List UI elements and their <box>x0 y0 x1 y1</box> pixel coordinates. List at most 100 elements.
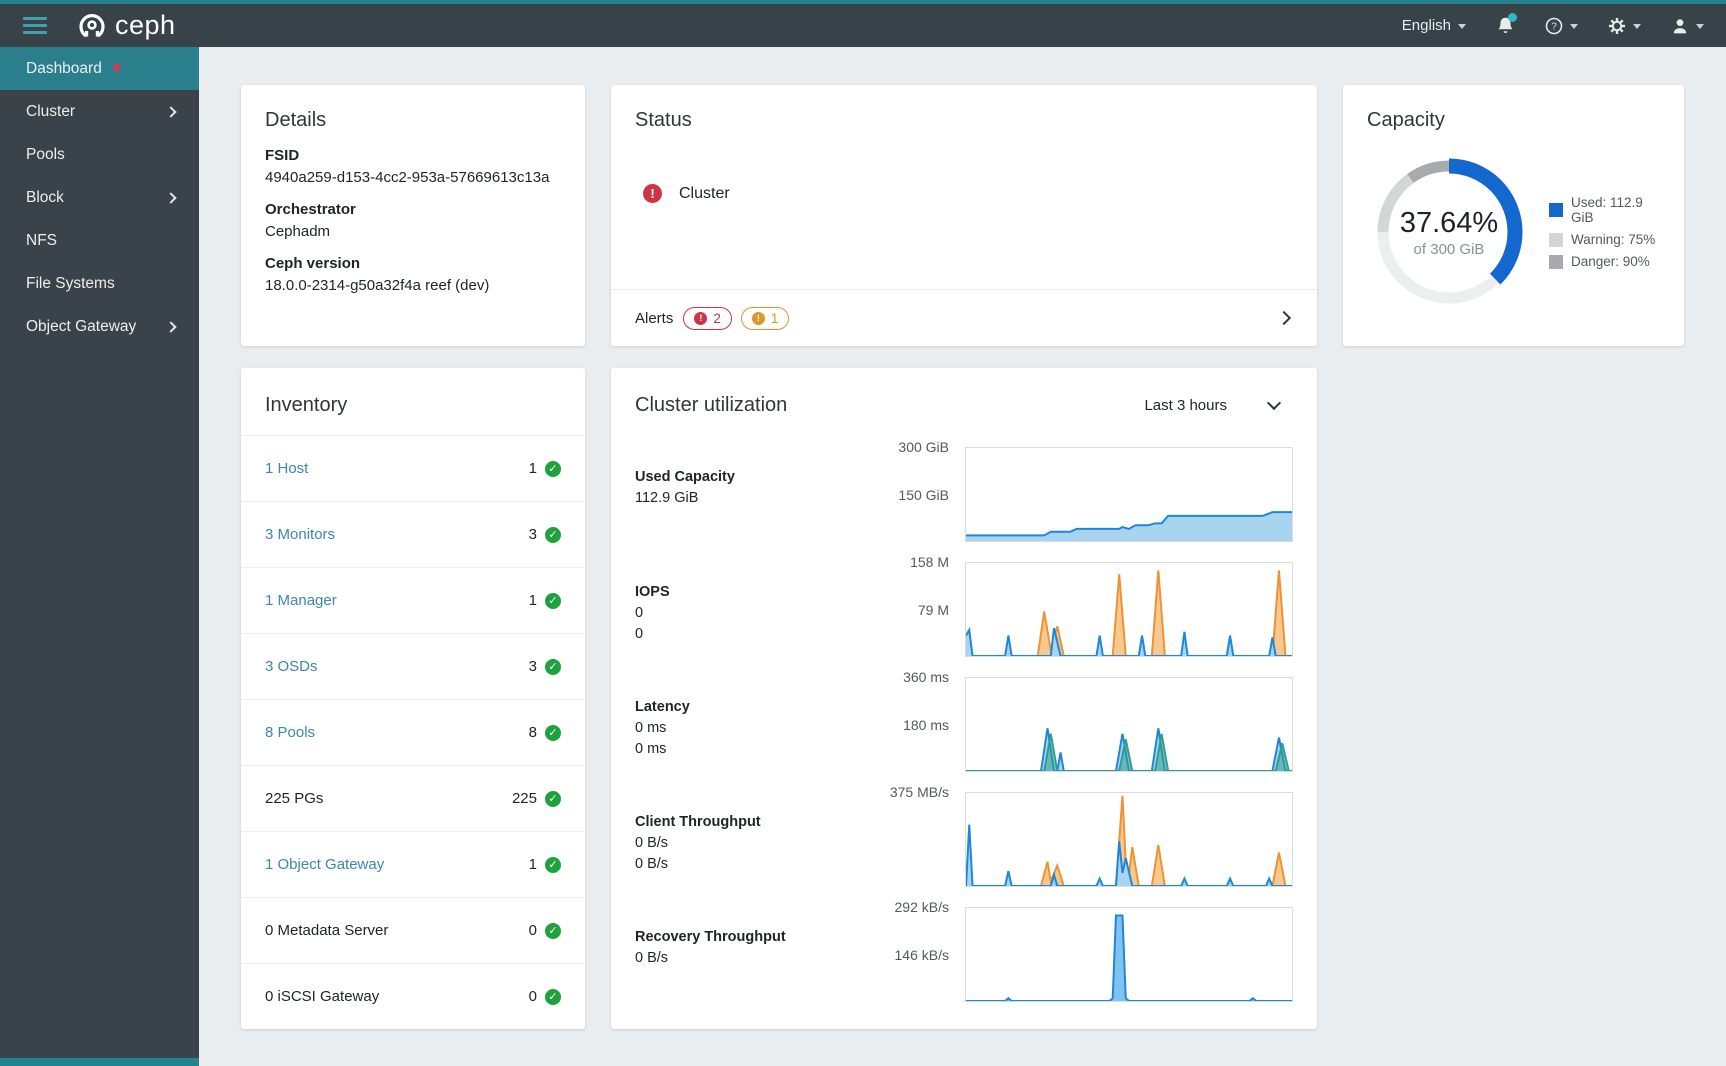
capacity-legend-item: Used: 112.9 GiB <box>1549 195 1660 225</box>
exclamation-icon: ! <box>752 312 765 325</box>
inventory-item-label[interactable]: 1 Object Gateway <box>265 856 529 873</box>
menu-toggle-button[interactable] <box>12 17 58 34</box>
chart-title: Client Throughput <box>635 814 865 830</box>
chart-plot-area[interactable] <box>965 562 1293 657</box>
chart-info: Client Throughput 0 B/s0 B/s <box>635 792 865 887</box>
chart-current-value: 0 B/s <box>635 854 865 875</box>
cluster-health-status[interactable]: ! Cluster <box>643 184 1285 203</box>
chart-plot-area[interactable] <box>965 447 1293 542</box>
capacity-legend: Used: 112.9 GiB Warning: 75% Danger: 90% <box>1549 195 1660 269</box>
svg-text:?: ? <box>1551 21 1557 32</box>
chart-plot-area[interactable] <box>965 792 1293 887</box>
legend-swatch <box>1549 255 1563 269</box>
chart-info: IOPS00 <box>635 562 865 657</box>
inventory-item-label: 225 PGs <box>265 790 512 807</box>
inventory-item-count: 8 <box>529 724 537 741</box>
sidebar-item-nfs[interactable]: NFS <box>0 219 199 262</box>
time-range-dropdown[interactable]: Last 3 hours <box>1144 397 1287 414</box>
chart-current-value: 112.9 GiB <box>635 488 865 509</box>
capacity-legend-item: Danger: 90% <box>1549 254 1660 269</box>
ok-icon: ✓ <box>545 791 561 807</box>
inventory-item-label[interactable]: 8 Pools <box>265 724 529 741</box>
legend-swatch <box>1549 203 1563 217</box>
chevron-right-icon <box>165 321 176 332</box>
inventory-item-count: 3 <box>529 526 537 543</box>
inventory-item-label: 0 Metadata Server <box>265 922 529 939</box>
inventory-row: 1 Manager1 ✓ <box>241 568 585 634</box>
chart-current-value: 0 ms <box>635 718 865 739</box>
detail-field: Ceph version18.0.0-2314-g50a32f4a reef (… <box>265 255 561 294</box>
expand-alerts-chevron-icon[interactable] <box>1277 311 1291 325</box>
capacity-percent: 37.64% <box>1400 207 1498 240</box>
chart-current-value: 0 B/s <box>635 948 865 969</box>
sidebar-item-object-gateway[interactable]: Object Gateway <box>0 305 199 348</box>
chevron-right-icon <box>165 106 176 117</box>
inventory-item-count: 3 <box>529 658 537 675</box>
inventory-item-count: 1 <box>529 592 537 609</box>
chart-title: Recovery Throughput <box>635 929 865 945</box>
detail-field-label: Orchestrator <box>265 201 561 218</box>
inventory-item-label[interactable]: 3 OSDs <box>265 658 529 675</box>
axis-tick-label: 79 M <box>918 602 949 618</box>
detail-field-label: Ceph version <box>265 255 561 272</box>
chart-title: IOPS <box>635 584 865 600</box>
chart-info: Recovery Throughput 0 B/s <box>635 907 865 1002</box>
sidebar-item-cluster[interactable]: Cluster <box>0 90 199 133</box>
utilization-chart-row: IOPS00158 M79 M <box>635 562 1293 657</box>
gear-icon <box>1608 17 1626 35</box>
chart-axis-labels: 375 MB/s <box>865 792 965 887</box>
utilization-chart-row: Recovery Throughput 0 B/s292 kB/s146 kB/s <box>635 907 1293 1002</box>
detail-field: OrchestratorCephadm <box>265 201 561 240</box>
alert-badge[interactable]: !1 <box>741 307 790 330</box>
sidebar: Dashboard ♥ Cluster Pools Block NFS File… <box>0 47 199 1066</box>
details-card: Details FSID4940a259-d153-4cc2-953a-5766… <box>241 85 585 346</box>
chevron-down-icon <box>1570 24 1578 29</box>
ok-icon: ✓ <box>545 593 561 609</box>
chart-current-value: 0 B/s <box>635 833 865 854</box>
ok-icon: ✓ <box>545 857 561 873</box>
inventory-item-count: 0 <box>529 922 537 939</box>
chart-plot-area[interactable] <box>965 677 1293 772</box>
inventory-row: 0 iSCSI Gateway0✓ <box>241 964 585 1029</box>
inventory-item-label[interactable]: 1 Manager <box>265 592 529 609</box>
help-icon: ? <box>1545 17 1563 35</box>
sidebar-item-block[interactable]: Block <box>0 176 199 219</box>
axis-tick-label: 158 M <box>910 554 949 570</box>
sidebar-item-dashboard[interactable]: Dashboard ♥ <box>0 47 199 90</box>
inventory-row: 0 Metadata Server0✓ <box>241 898 585 964</box>
language-selector[interactable]: English <box>1402 17 1466 34</box>
utilization-chart-row: Used Capacity112.9 GiB300 GiB150 GiB <box>635 447 1293 542</box>
ok-icon: ✓ <box>545 659 561 675</box>
utilization-chart-row: Client Throughput 0 B/s0 B/s375 MB/s <box>635 792 1293 887</box>
time-range-label: Last 3 hours <box>1144 397 1227 414</box>
sidebar-item-label: Object Gateway <box>26 318 167 336</box>
health-heart-icon: ♥ <box>112 60 122 78</box>
inventory-row: 1 Host1✓ <box>241 436 585 502</box>
main-content: Details FSID4940a259-d153-4cc2-953a-5766… <box>199 47 1726 1066</box>
notifications-button[interactable] <box>1496 16 1515 35</box>
inventory-item-label[interactable]: 1 Host <box>265 460 529 477</box>
chart-axis-labels: 292 kB/s146 kB/s <box>865 907 965 1002</box>
user-menu[interactable] <box>1671 17 1704 35</box>
chevron-down-icon <box>1458 24 1466 29</box>
ok-icon: ✓ <box>545 725 561 741</box>
axis-tick-label: 360 ms <box>903 669 949 685</box>
help-menu[interactable]: ? <box>1545 17 1578 35</box>
sidebar-item-pools[interactable]: Pools <box>0 133 199 176</box>
inventory-card: Inventory 1 Host1✓3 Monitors3✓1 Manager1… <box>241 368 585 1029</box>
axis-tick-label: 300 GiB <box>898 439 949 455</box>
chart-plot-area[interactable] <box>965 907 1293 1002</box>
legend-label: Danger: 90% <box>1571 254 1650 269</box>
capacity-legend-item: Warning: 75% <box>1549 232 1660 247</box>
sidebar-item-file-systems[interactable]: File Systems <box>0 262 199 305</box>
detail-field-value: 4940a259-d153-4cc2-953a-57669613c13a <box>265 169 561 186</box>
alert-count: 1 <box>771 311 779 326</box>
alert-badge[interactable]: !2 <box>683 307 732 330</box>
chart-current-value: 0 <box>635 603 865 624</box>
settings-menu[interactable] <box>1608 17 1641 35</box>
ceph-brand-link[interactable]: ceph <box>76 10 176 42</box>
sidebar-item-label: File Systems <box>26 275 115 293</box>
legend-label: Used: 112.9 GiB <box>1571 195 1660 225</box>
sidebar-item-label: Cluster <box>26 103 167 121</box>
inventory-item-label[interactable]: 3 Monitors <box>265 526 529 543</box>
